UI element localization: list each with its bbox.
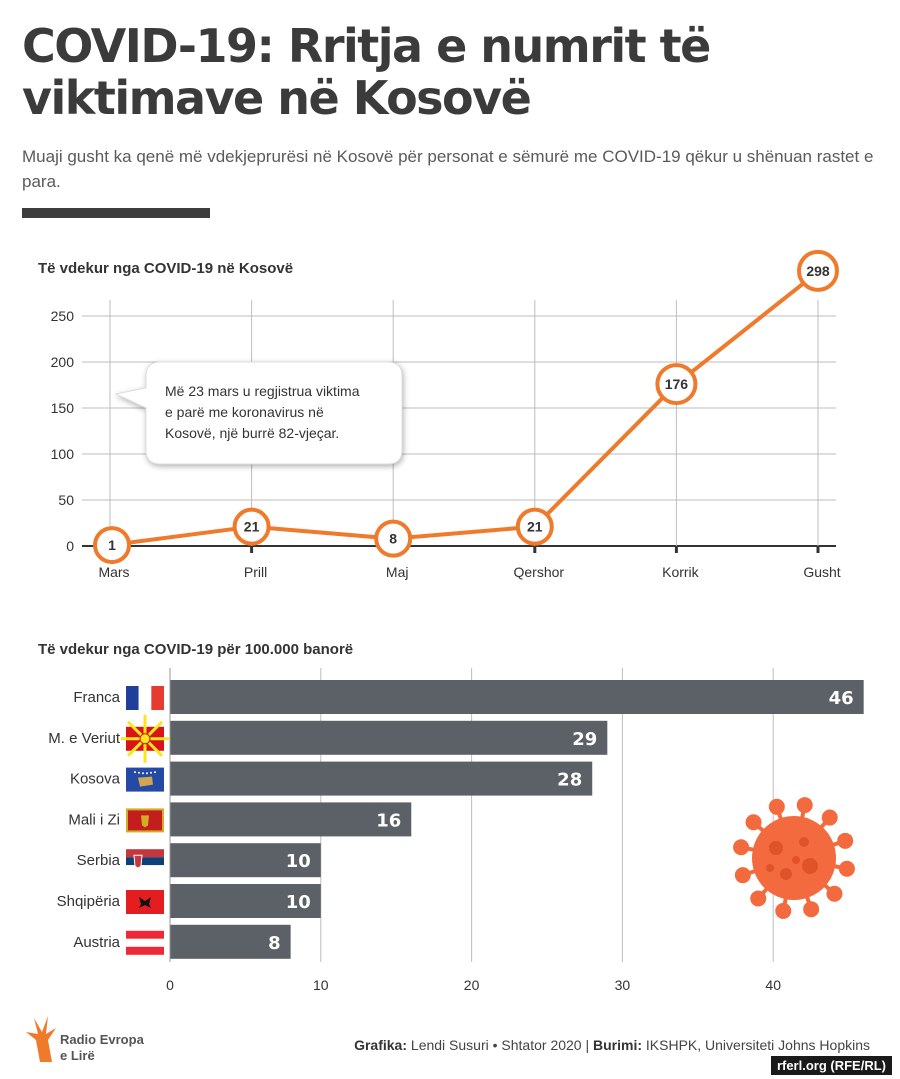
data-point (655, 363, 698, 406)
category-label: Serbia (77, 852, 121, 869)
serbia-flag-icon (126, 849, 164, 874)
credit-text-source: IKSHPK, Universiteti Johns Hopkins (645, 1037, 870, 1053)
data-label: 8 (389, 531, 397, 547)
x-tick-label: 20 (464, 977, 480, 993)
x-tick-label: 40 (765, 977, 781, 993)
data-point (797, 249, 839, 292)
data-label: 1 (108, 537, 116, 553)
bar-value-label: 28 (557, 770, 582, 791)
bar (170, 761, 593, 796)
data-point (232, 507, 271, 546)
category-label: Kosova (70, 771, 121, 788)
bar (170, 924, 291, 959)
credit-label-graphics: Grafika: (354, 1037, 408, 1053)
bar-value-label: 10 (286, 851, 311, 872)
x-tick-label: Korrik (662, 564, 700, 580)
y-tick-label: 0 (66, 538, 74, 554)
x-tick-label: 30 (615, 977, 631, 993)
page-title: COVID-19: Rritja e numrit të viktimave n… (22, 19, 711, 125)
x-tick-label: Maj (386, 564, 409, 580)
credits: Grafika: Lendi Susuri • Shtator 2020 | B… (354, 1037, 870, 1053)
category-label: Austria (73, 934, 120, 951)
x-tick-label: 10 (313, 977, 329, 993)
data-point (93, 526, 131, 565)
france-flag-icon (126, 686, 164, 710)
data-label: 21 (527, 519, 543, 535)
y-tick-label: 150 (51, 400, 75, 416)
credit-text-graphics: Lendi Susuri • Shtator 2020 | (410, 1037, 590, 1053)
bar (170, 843, 321, 878)
x-tick-label: Gusht (803, 564, 840, 580)
bar (170, 884, 321, 918)
category-label: M. e Veriut (48, 730, 121, 747)
austria-flag-icon (126, 930, 164, 955)
bar-value-label: 46 (829, 688, 854, 709)
callout-bubble (114, 361, 403, 465)
category-label: Franca (73, 689, 120, 706)
albania-flag-icon (126, 890, 164, 914)
x-tick-label: Prill (244, 564, 267, 580)
data-label: 298 (806, 263, 830, 279)
y-tick-label: 250 (51, 308, 75, 324)
line-chart-title: Të vdekur nga COVID-19 në Kosovë (38, 260, 293, 277)
logo-line1: Radio Evropa (60, 1032, 145, 1047)
annotation-callout: Më 23 mars u regjistrua viktima e parë me… (114, 361, 403, 465)
data-label: 21 (244, 519, 260, 535)
y-tick-label: 50 (58, 492, 74, 508)
credit-label-source: Burimi: (593, 1037, 643, 1053)
x-tick-label: 0 (166, 977, 174, 993)
kosovo-flag-icon (126, 767, 164, 792)
logo-line2: e Lirë (60, 1048, 95, 1063)
line-chart: Të vdekur nga COVID-19 në Kosovë 0 50 100 15… (38, 249, 841, 580)
data-point (515, 507, 554, 546)
data-label: 176 (665, 376, 689, 392)
y-tick-label: 200 (51, 354, 75, 370)
bar-value-label: 8 (268, 933, 281, 954)
x-tick-label: Qershor (514, 564, 565, 580)
bar (170, 802, 412, 837)
source-tag: rferl.org (RFE/RL) (770, 1056, 892, 1075)
virus-icon (733, 797, 855, 919)
category-label: Shqipëria (57, 893, 121, 910)
rfe-logo-icon: Radio Evropa e Lirë (26, 1016, 145, 1063)
bar-value-label: 29 (572, 729, 597, 750)
bar-chart-title: Të vdekur nga COVID-19 për 100.000 banor… (38, 641, 353, 658)
series-line (109, 270, 820, 548)
x-tick-label: Mars (98, 564, 129, 580)
bar-value-label: 16 (376, 810, 401, 831)
bar-value-label: 10 (286, 892, 311, 913)
data-point (374, 519, 413, 558)
title-divider (22, 208, 210, 218)
montenegro-flag-icon (126, 808, 164, 833)
y-tick-label: 100 (51, 446, 75, 462)
page-subtitle: Muaji gusht ka qenë më vdekjeprurësi në … (22, 147, 874, 191)
callout-text: Më 23 mars u regjistrua viktima e parë me… (165, 383, 360, 441)
bar (170, 680, 864, 714)
bar (170, 720, 608, 755)
north-macedonia-flag-icon (121, 714, 169, 763)
bar-chart: Të vdekur nga COVID-19 për 100.000 banor… (38, 641, 864, 993)
category-label: Mali i Zi (68, 811, 120, 828)
